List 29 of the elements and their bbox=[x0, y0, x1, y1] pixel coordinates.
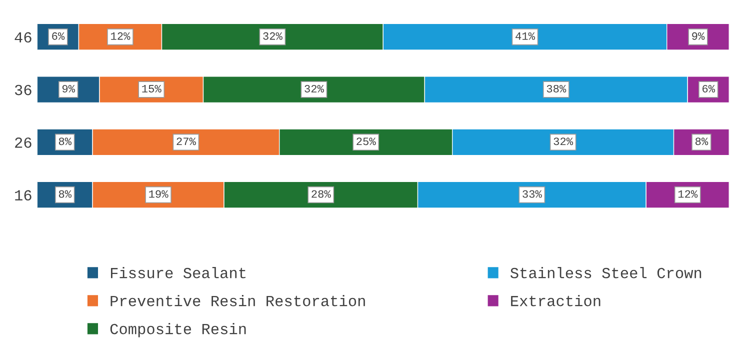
y-tick-label: 46 bbox=[14, 32, 32, 43]
data-label: 19% bbox=[149, 190, 168, 198]
data-label: 27% bbox=[176, 138, 196, 146]
y-tick-label: 36 bbox=[14, 84, 32, 96]
data-label: 9% bbox=[692, 32, 705, 40]
legend-label: Preventive Resin Restoration bbox=[110, 295, 365, 306]
data-label: 6% bbox=[52, 32, 65, 40]
data-label: 6% bbox=[702, 84, 716, 92]
data-label: 28% bbox=[312, 190, 331, 198]
data-label: 9% bbox=[62, 84, 76, 92]
data-label: 8% bbox=[695, 138, 708, 146]
data-label: 8% bbox=[58, 190, 72, 198]
data-label: 8% bbox=[58, 138, 72, 146]
data-label: 38% bbox=[546, 84, 566, 92]
legend-label: Composite Resin bbox=[110, 323, 246, 338]
legend-label: Fissure Sealant bbox=[110, 267, 246, 278]
data-label: 32% bbox=[263, 32, 282, 40]
data-label: 32% bbox=[304, 84, 324, 92]
legend-label: Stainless Steel Crown bbox=[510, 267, 702, 278]
y-tick-label: 16 bbox=[15, 190, 32, 200]
data-label: 12% bbox=[678, 190, 698, 198]
data-label: 41% bbox=[516, 32, 536, 40]
data-label: 25% bbox=[356, 138, 376, 146]
y-tick-label: 26 bbox=[15, 137, 32, 148]
data-label: 12% bbox=[111, 32, 130, 40]
data-label: 32% bbox=[554, 138, 574, 146]
data-label: 33% bbox=[522, 190, 542, 198]
legend-label: Extraction bbox=[511, 295, 600, 306]
data-label: 15% bbox=[142, 84, 162, 92]
